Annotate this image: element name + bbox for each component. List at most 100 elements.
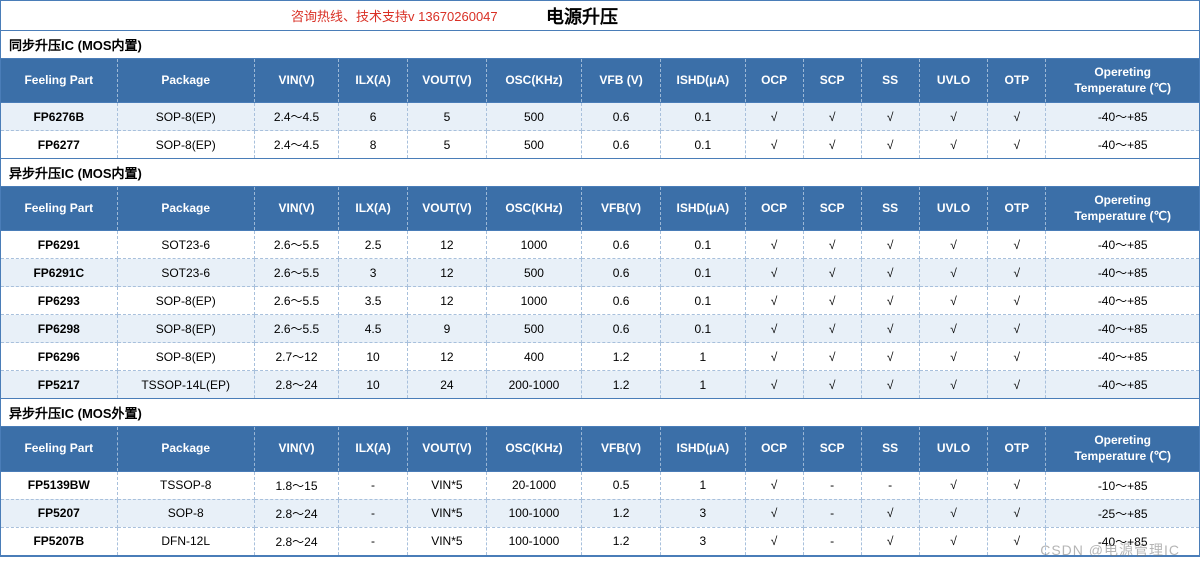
data-cell: √ [803, 343, 861, 371]
data-cell: - [803, 527, 861, 555]
data-cell: √ [745, 231, 803, 259]
data-cell: 10 [339, 343, 408, 371]
data-cell: -25～+85 [1046, 499, 1199, 527]
data-cell: 1.2 [581, 343, 660, 371]
data-cell: √ [745, 527, 803, 555]
data-cell: √ [919, 371, 988, 399]
data-table: Feeling PartPackageVIN(V)ILX(A)VOUT(V)OS… [1, 427, 1199, 555]
data-cell: 2.5 [339, 231, 408, 259]
column-header: UVLO [919, 59, 988, 103]
table-row: FP6298SOP-8(EP)2.6～5.54.595000.60.1√√√√√… [1, 315, 1199, 343]
data-cell: 10 [339, 371, 408, 399]
data-cell: -40～+85 [1046, 287, 1199, 315]
data-cell: 2.8～24 [254, 527, 338, 555]
column-header: OTP [988, 59, 1046, 103]
data-cell: √ [919, 287, 988, 315]
data-cell: SOP-8(EP) [117, 343, 254, 371]
data-cell: SOP-8(EP) [117, 131, 254, 159]
data-cell: √ [745, 287, 803, 315]
data-cell: 0.6 [581, 259, 660, 287]
data-cell: 1.2 [581, 527, 660, 555]
column-header: OCP [745, 59, 803, 103]
data-cell: √ [988, 315, 1046, 343]
data-cell: √ [919, 499, 988, 527]
data-cell: √ [861, 287, 919, 315]
data-cell: 20-1000 [486, 471, 581, 499]
data-cell: √ [988, 343, 1046, 371]
top-bar: 咨询热线、技术支持v 13670260047 电源升压 [1, 1, 1199, 31]
table-row: FP6291SOT23-62.6～5.52.51210000.60.1√√√√√… [1, 231, 1199, 259]
data-cell: 0.1 [661, 131, 745, 159]
column-header: OSC(KHz) [486, 187, 581, 231]
data-cell: -40～+85 [1046, 259, 1199, 287]
data-cell: 2.6～5.5 [254, 287, 338, 315]
data-cell: √ [861, 259, 919, 287]
data-cell: 100-1000 [486, 499, 581, 527]
data-cell: 0.1 [661, 287, 745, 315]
page-wrap: 咨询热线、技术支持v 13670260047 电源升压 同步升压IC (MOS内… [0, 0, 1200, 557]
data-cell: SOT23-6 [117, 231, 254, 259]
sections-container: 同步升压IC (MOS内置)Feeling PartPackageVIN(V)I… [1, 31, 1199, 556]
data-cell: 5 [407, 103, 486, 131]
section-title: 异步升压IC (MOS外置) [1, 399, 1199, 427]
data-cell: -40～+85 [1046, 315, 1199, 343]
column-header: OperetingTemperature (℃) [1046, 187, 1199, 231]
data-cell: SOP-8 [117, 499, 254, 527]
column-header: VIN(V) [254, 427, 338, 471]
section-title: 异步升压IC (MOS内置) [1, 159, 1199, 187]
data-cell: 2.8～24 [254, 499, 338, 527]
column-header: VIN(V) [254, 187, 338, 231]
data-cell: √ [745, 103, 803, 131]
data-cell: 3 [661, 499, 745, 527]
part-cell: FP6277 [1, 131, 117, 159]
data-cell: 3 [339, 259, 408, 287]
column-header: OCP [745, 187, 803, 231]
data-cell: √ [861, 527, 919, 555]
data-cell: √ [861, 343, 919, 371]
table-row: FP6277SOP-8(EP)2.4～4.5855000.60.1√√√√√-4… [1, 131, 1199, 159]
data-cell: -40～+85 [1046, 371, 1199, 399]
data-cell: √ [988, 103, 1046, 131]
column-header: Feeling Part [1, 427, 117, 471]
data-cell: - [339, 527, 408, 555]
data-cell: √ [988, 131, 1046, 159]
data-cell: √ [988, 499, 1046, 527]
column-header: ILX(A) [339, 187, 408, 231]
column-header: SCP [803, 59, 861, 103]
table-row: FP6276BSOP-8(EP)2.4～4.5655000.60.1√√√√√-… [1, 103, 1199, 131]
column-header: ISHD(μA) [661, 427, 745, 471]
column-header: OperetingTemperature (℃) [1046, 59, 1199, 103]
data-cell: 12 [407, 231, 486, 259]
data-cell: 6 [339, 103, 408, 131]
column-header: ILX(A) [339, 427, 408, 471]
table-row: FP6296SOP-8(EP)2.7～1210124001.21√√√√√-40… [1, 343, 1199, 371]
data-cell: VIN*5 [407, 527, 486, 555]
data-cell: 0.5 [581, 471, 660, 499]
data-cell: 8 [339, 131, 408, 159]
data-cell: √ [919, 103, 988, 131]
data-cell: 1.2 [581, 499, 660, 527]
data-cell: 0.6 [581, 103, 660, 131]
data-cell: - [803, 471, 861, 499]
data-cell: -40～+85 [1046, 527, 1199, 555]
table-row: FP5207BDFN-12L2.8～24-VIN*5100-10001.23√-… [1, 527, 1199, 555]
column-header: ILX(A) [339, 59, 408, 103]
data-cell: 0.6 [581, 231, 660, 259]
column-header: OSC(KHz) [486, 59, 581, 103]
data-cell: -40～+85 [1046, 343, 1199, 371]
data-cell: 500 [486, 315, 581, 343]
data-cell: 2.8～24 [254, 371, 338, 399]
data-cell: 24 [407, 371, 486, 399]
part-cell: FP6291C [1, 259, 117, 287]
data-cell: √ [919, 259, 988, 287]
data-cell: 3.5 [339, 287, 408, 315]
data-cell: 500 [486, 259, 581, 287]
data-cell: √ [861, 499, 919, 527]
column-header: Package [117, 187, 254, 231]
data-cell: 500 [486, 103, 581, 131]
data-cell: SOT23-6 [117, 259, 254, 287]
part-cell: FP5207B [1, 527, 117, 555]
data-cell: DFN-12L [117, 527, 254, 555]
data-cell: √ [745, 471, 803, 499]
data-cell: 100-1000 [486, 527, 581, 555]
